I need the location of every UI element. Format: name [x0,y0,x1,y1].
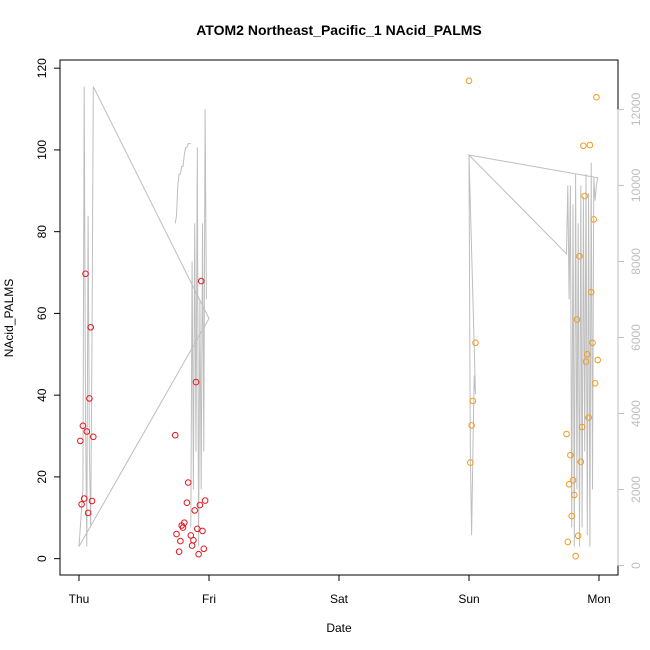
point-red-14 [175,548,183,556]
x-tick-label: Thu [69,592,90,606]
point-red-22 [188,542,196,549]
point-red-18 [181,519,188,527]
point-red-8 [86,395,93,402]
point-orange-17 [577,458,585,466]
y-axis: 0 20 40 60 80 100 120 [35,58,61,562]
point-orange-22 [584,351,591,358]
y2-tick-label: 10000 [629,168,643,202]
point-red-28 [196,501,204,509]
point-orange-23 [585,414,592,421]
point-orange-30 [594,356,602,364]
point-orange-27 [590,216,598,223]
y2-tick-label: 4000 [629,400,643,427]
y2-tick-label: 8000 [629,248,643,275]
point-orange-20 [581,192,589,200]
y2-tick-label: 12000 [629,92,643,126]
point-red-20 [184,479,192,486]
point-red-10 [88,497,96,505]
x-tick-label: Mon [587,592,610,606]
plot-frame [59,59,619,576]
point-red-25 [192,378,200,386]
y-tick-label: 80 [35,225,49,239]
y-axis-label: NAcid_PALMS [2,279,16,357]
x-tick-label: Sat [330,592,349,606]
point-orange-13 [572,552,579,560]
point-red-21 [187,532,195,539]
x-tick-label: Sun [458,592,479,606]
point-orange-26 [589,339,596,347]
point-red-23 [190,537,197,544]
point-red-29 [197,277,205,285]
point-orange-29 [593,93,600,101]
point-red-3 [79,422,87,430]
point-orange-21 [582,358,590,365]
point-red-11 [90,433,97,441]
point-orange-5 [472,339,479,347]
point-red-6 [83,428,91,435]
point-red-32 [201,497,209,504]
point-orange-11 [569,476,577,484]
point-red-27 [195,550,202,558]
point-red-15 [177,537,184,545]
point-red-7 [84,509,92,517]
series-line-segment-2 [174,143,191,224]
series-line-segment-3 [190,109,207,547]
y-tick-label: 120 [35,58,49,78]
y-tick-label: 20 [35,470,49,484]
point-orange-19 [580,142,587,150]
point-layer [77,77,602,560]
y2-tick-label: 6000 [629,324,643,351]
point-orange-2 [467,459,474,466]
point-red-30 [199,527,206,535]
line-layer [78,86,599,547]
point-red-24 [191,507,198,514]
point-orange-16 [576,252,583,260]
series-line-segment-4 [468,153,599,547]
point-orange-12 [571,491,578,499]
chart-title: ATOM2 Northeast_Pacific_1 NAcid_PALMS [196,22,482,38]
x-axis-label: Date [326,621,352,635]
point-orange-4 [469,397,477,405]
point-orange-6 [563,430,570,438]
point-orange-8 [565,481,573,488]
y2-tick-label: 2000 [629,476,643,503]
point-red-12 [171,431,179,439]
point-orange-28 [591,380,599,387]
point-red-13 [173,530,180,538]
point-red-2 [78,501,85,508]
point-orange-3 [468,422,475,429]
point-orange-25 [587,288,595,296]
point-orange-10 [568,512,576,520]
point-red-5 [82,270,89,278]
point-orange-1 [465,77,473,85]
point-orange-9 [567,451,574,459]
x-tick-label: Fri [202,592,216,606]
series-line-segment-1 [78,86,210,547]
point-red-4 [80,495,88,502]
point-orange-14 [573,316,581,323]
y2-tick-label: 0 [629,562,643,569]
y-tick-label: 40 [35,388,49,402]
point-red-1 [77,437,84,445]
point-orange-24 [586,141,594,149]
y2-axis: 0 2000 4000 6000 8000 10000 12000 [617,92,643,569]
point-orange-18 [578,423,586,431]
y-tick-label: 100 [35,140,49,160]
y-tick-label: 60 [35,306,49,320]
point-red-31 [200,545,208,553]
point-orange-7 [564,538,572,546]
point-orange-15 [574,532,582,540]
point-red-19 [183,499,191,507]
x-axis: Thu Fri Sat Sun Mon [69,574,611,606]
y-tick-label: 0 [35,555,49,562]
point-red-9 [87,324,94,331]
